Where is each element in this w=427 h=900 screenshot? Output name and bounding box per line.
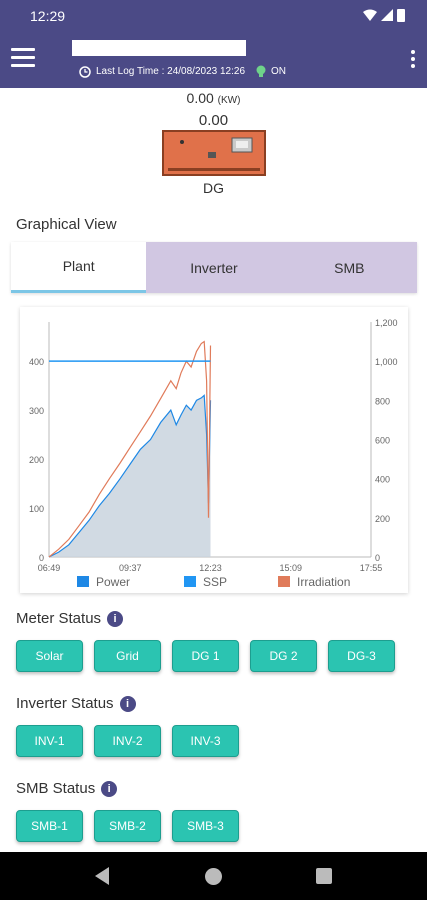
clock: 12:29 <box>30 8 66 24</box>
home-icon[interactable] <box>205 868 222 885</box>
power-area <box>49 395 211 557</box>
meter-status-title: Meter Status i <box>16 610 124 628</box>
smb-buttons: SMB-1 SMB-2 SMB-3 <box>16 810 239 842</box>
y-right-tick-label: 200 <box>375 514 390 524</box>
x-tick-label: 06:49 <box>38 563 61 573</box>
dg-kw: 0.00 (KW) <box>0 90 427 106</box>
chart-tabs: Plant Inverter SMB <box>11 242 417 293</box>
bulb-icon <box>256 65 266 77</box>
y-left-tick-label: 300 <box>29 406 44 416</box>
y-right-tick-label: 800 <box>375 396 390 406</box>
last-log-info: Last Log Time : 24/08/2023 12:26 ON <box>79 65 286 78</box>
inverter-status-title: Inverter Status i <box>16 695 136 713</box>
y-right-tick-label: 600 <box>375 436 390 446</box>
x-tick-label: 09:37 <box>119 563 142 573</box>
dg-label: DG <box>203 180 224 196</box>
menu-icon[interactable] <box>11 48 35 68</box>
smb-2-button[interactable]: SMB-2 <box>94 810 161 842</box>
x-tick-label: 15:09 <box>279 563 302 573</box>
status-bar: 12:29 <box>0 0 427 32</box>
more-options-icon[interactable] <box>411 50 417 71</box>
wifi-icon <box>363 9 377 21</box>
y-left-tick-label: 200 <box>29 455 44 465</box>
y-right-tick-label: 1,200 <box>375 318 398 328</box>
power-line <box>48 394 212 558</box>
meter-dg2-button[interactable]: DG 2 <box>250 640 317 672</box>
x-tick-label: 12:23 <box>199 563 222 573</box>
system-nav-bar <box>0 852 427 900</box>
meter-dg1-button[interactable]: DG 1 <box>172 640 239 672</box>
legend-swatch <box>184 576 196 587</box>
y-left-tick-label: 400 <box>29 357 44 367</box>
legend-label: Irradiation <box>297 575 350 589</box>
connection-status: ON <box>271 66 286 77</box>
tab-plant[interactable]: Plant <box>11 242 147 293</box>
inverter-info-icon[interactable]: i <box>119 696 136 713</box>
smb-1-button[interactable]: SMB-1 <box>16 810 83 842</box>
inverter-status-label: Inverter Status <box>16 695 114 712</box>
dg-kw-value: 0.00 <box>186 90 214 106</box>
inv-2-button[interactable]: INV-2 <box>94 725 161 757</box>
inv-3-button[interactable]: INV-3 <box>172 725 239 757</box>
graphical-view-title: Graphical View <box>16 216 117 233</box>
legend-label: SSP <box>203 575 227 589</box>
app-bar: Last Log Time : 24/08/2023 12:26 ON <box>0 32 427 88</box>
generator-image <box>162 130 266 176</box>
inv-1-button[interactable]: INV-1 <box>16 725 83 757</box>
y-right-tick-label: 0 <box>375 553 380 563</box>
legend-swatch <box>77 576 89 587</box>
system-icons <box>363 8 405 22</box>
smb-status-title: SMB Status i <box>16 780 118 798</box>
plant-chart: 0 100 200 300 400 0 200 400 600 800 1,000 1,200 06:4… <box>20 307 408 593</box>
x-tick-label: 17:55 <box>360 563 383 573</box>
plant-name-field <box>72 40 246 56</box>
legend-swatch <box>278 576 290 587</box>
legend-label: Power <box>96 575 130 589</box>
signal-icon <box>381 9 393 21</box>
dg-value: 0.00 <box>198 112 229 129</box>
meter-solar-button[interactable]: Solar <box>16 640 83 672</box>
y-right-tick-label: 400 <box>375 475 390 485</box>
inverter-buttons: INV-1 INV-2 INV-3 <box>16 725 239 757</box>
meter-info-icon[interactable]: i <box>107 611 124 628</box>
tab-smb[interactable]: SMB <box>281 242 417 293</box>
recents-icon[interactable] <box>316 868 332 884</box>
smb-status-label: SMB Status <box>16 780 96 797</box>
generator-icon <box>168 137 260 171</box>
meter-buttons: Solar Grid DG 1 DG 2 DG-3 <box>16 640 395 672</box>
smb-info-icon[interactable]: i <box>101 781 118 798</box>
y-right-tick-label: 1,000 <box>375 357 398 367</box>
battery-icon <box>397 9 405 22</box>
back-icon[interactable] <box>95 867 109 885</box>
plant-chart-svg: 0 100 200 300 400 0 200 400 600 800 1,000 1,200 06:4… <box>29 318 398 589</box>
tab-inverter[interactable]: Inverter <box>146 242 282 293</box>
irradiation-line <box>48 340 212 558</box>
dg-kw-unit: (KW) <box>217 95 241 106</box>
meter-dg3-button[interactable]: DG-3 <box>328 640 395 672</box>
y-left-tick-label: 100 <box>29 504 44 514</box>
last-log-time: Last Log Time : 24/08/2023 12:26 <box>96 66 245 77</box>
meter-grid-button[interactable]: Grid <box>94 640 161 672</box>
meter-status-label: Meter Status <box>16 610 102 627</box>
clock-icon <box>79 65 91 78</box>
y-left-tick-label: 0 <box>39 553 44 563</box>
smb-3-button[interactable]: SMB-3 <box>172 810 239 842</box>
